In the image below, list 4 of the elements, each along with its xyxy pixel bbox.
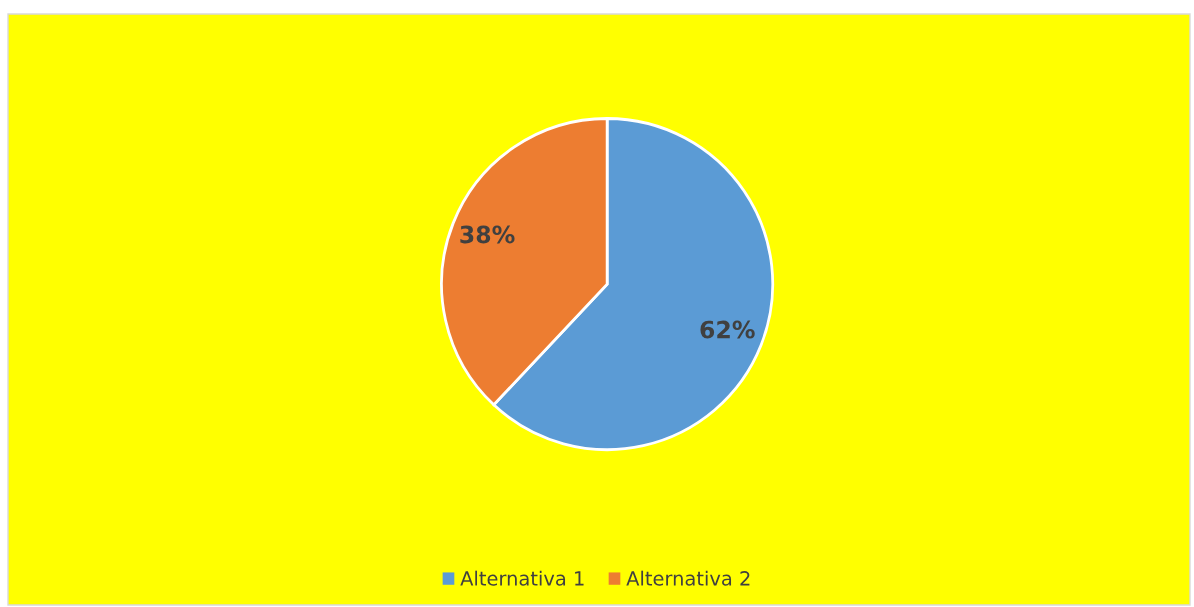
legend-label: Alternativa 2 (626, 570, 750, 586)
data-label: 62% (700, 320, 755, 339)
data-label: 38% (460, 225, 515, 244)
legend-label: Alternativa 1 (460, 570, 584, 586)
